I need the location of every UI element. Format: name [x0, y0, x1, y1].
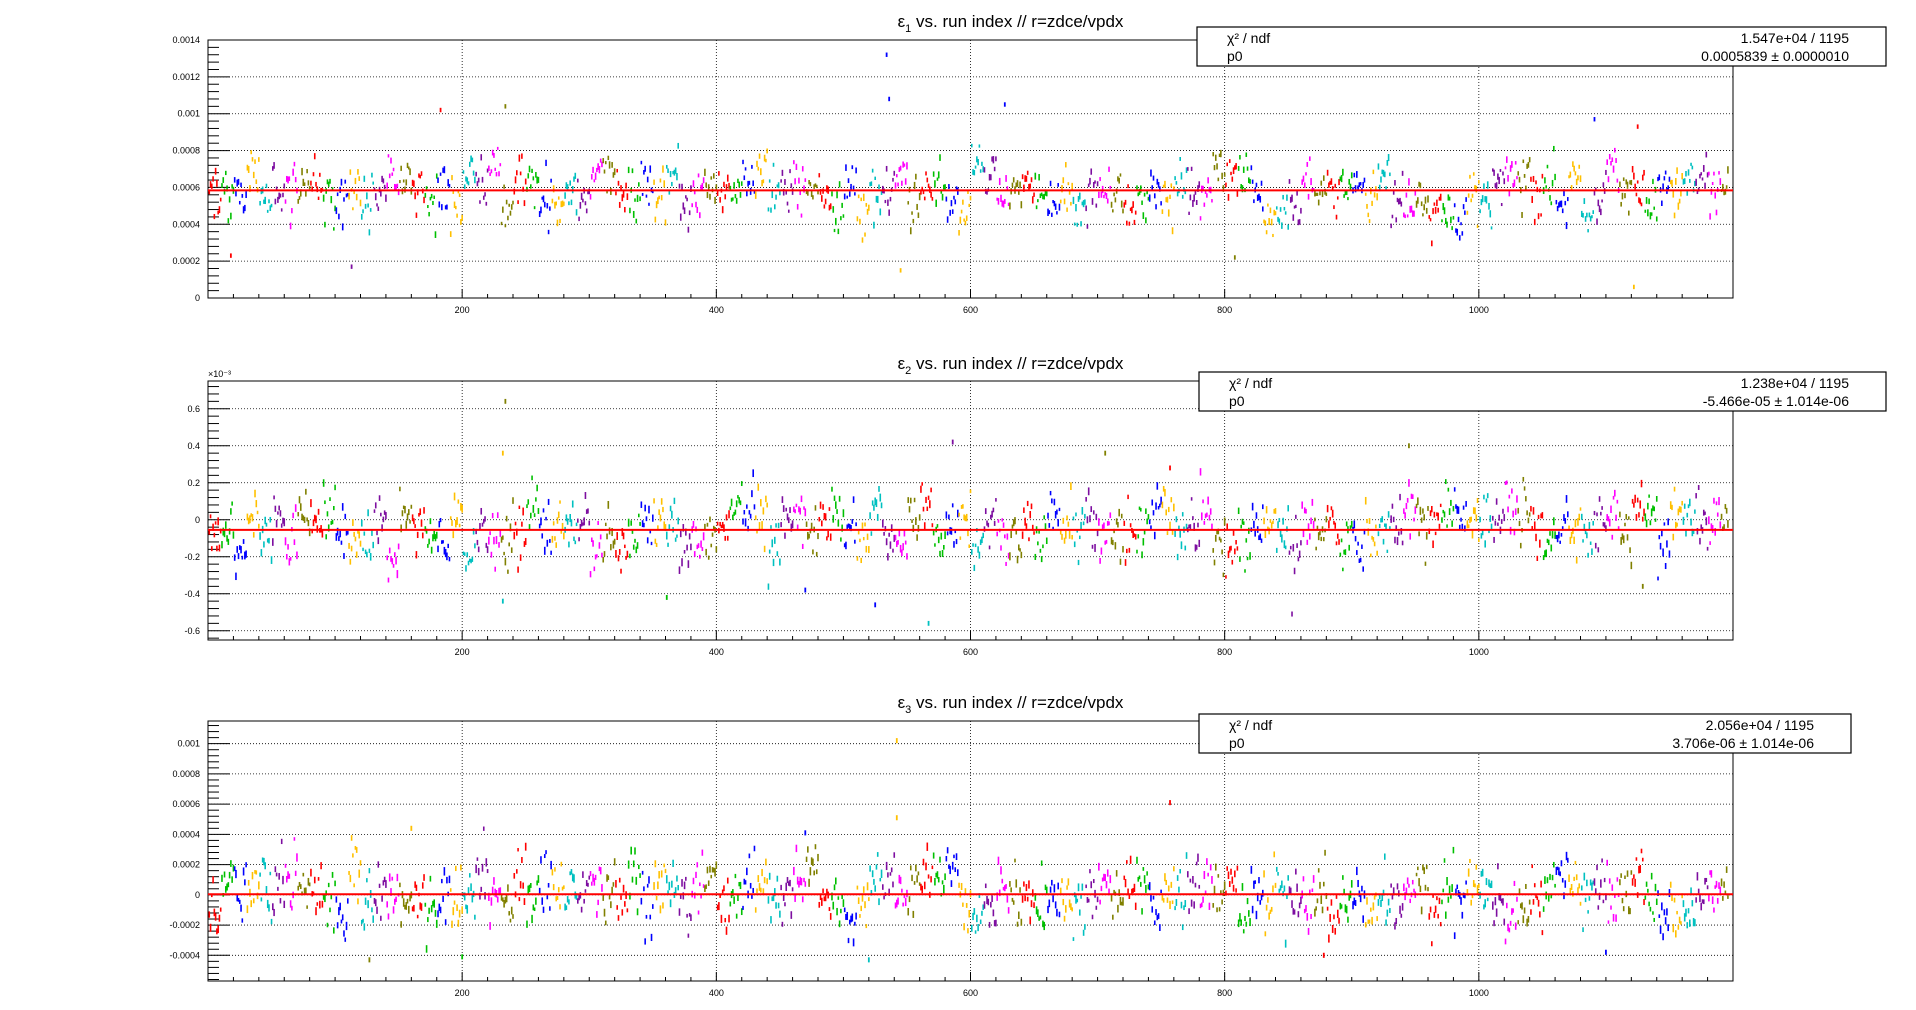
x-tick-label: 600	[963, 305, 978, 315]
x-tick-label: 1000	[1469, 988, 1489, 998]
x-tick-label: 400	[709, 988, 724, 998]
y-exponent-label: ×10⁻³	[208, 369, 231, 379]
y-tick-label: 0	[195, 890, 200, 900]
stats-row2-value: 0.0005839 ± 0.0000010	[1701, 48, 1849, 64]
title-subscript: 2	[905, 365, 911, 377]
x-tick-label: 600	[963, 988, 978, 998]
chart-panel-1: 200 400 600 800 1000 0 0.0002 0.0004 0.0006 0.000…	[172, 12, 1887, 315]
data-points	[208, 398, 1729, 626]
y-tick-label: 0.001	[177, 109, 200, 119]
y-tick-label: 0	[195, 293, 200, 303]
y-tick-label: -0.0002	[169, 920, 200, 930]
stats-box: χ² / ndf 1.547e+04 / 1195 p0 0.0005839 ± 0.…	[1196, 26, 1887, 67]
x-tick-label: 600	[963, 647, 978, 657]
x-tick-label: 200	[455, 988, 470, 998]
x-tick-label: 1000	[1469, 305, 1489, 315]
x-tick-label: 800	[1217, 647, 1232, 657]
y-tick-label: -0.6	[184, 626, 200, 636]
stats-row2-value: 3.706e-06 ± 1.014e-06	[1672, 735, 1814, 751]
title-rest: vs. run index // r=zdce/vpdx	[911, 12, 1124, 31]
y-tick-label: 0.0008	[172, 146, 200, 156]
stats-box: χ² / ndf 1.238e+04 / 1195 p0 -5.466e-05 ± 1…	[1198, 371, 1887, 412]
stats-row2-label: p0	[1229, 393, 1245, 409]
x-tick-label: 400	[709, 647, 724, 657]
stats-row1-value: 2.056e+04 / 1195	[1706, 717, 1815, 733]
y-tick-label: 0.6	[187, 404, 200, 414]
stats-row2-label: p0	[1227, 48, 1243, 64]
title-symbol: ε	[898, 693, 906, 712]
chart-panel-2: 200 400 600 800 1000 -0.6 -0.4 -0.2 0 0.2 0.4 0.6 ×1…	[184, 354, 1887, 657]
y-tick-label: 0.0002	[172, 256, 200, 266]
stats-row1-label: χ² / ndf	[1229, 717, 1272, 733]
title-symbol: ε	[898, 354, 906, 373]
y-tick-label: -0.2	[184, 552, 200, 562]
y-tick-label: -0.4	[184, 589, 200, 599]
title-rest: vs. run index // r=zdce/vpdx	[911, 693, 1124, 712]
chart-panel-3: 200 400 600 800 1000 -0.0004 -0.0002 0 0.0002 0.0…	[169, 693, 1852, 998]
y-tick-label: 0.2	[187, 478, 200, 488]
x-tick-label: 800	[1217, 305, 1232, 315]
stats-row1-label: χ² / ndf	[1227, 30, 1270, 46]
stats-box-frame	[1198, 371, 1887, 412]
y-tick-label: 0.0006	[172, 182, 200, 192]
x-tick-label: 800	[1217, 988, 1232, 998]
stats-row2-label: p0	[1229, 735, 1245, 751]
x-tick-label: 400	[709, 305, 724, 315]
data-points	[208, 738, 1729, 963]
stats-box-frame	[1198, 713, 1852, 754]
y-tick-label: 0.0014	[172, 35, 200, 45]
stats-row1-value: 1.547e+04 / 1195	[1741, 30, 1850, 46]
y-tick-label: 0.0004	[172, 829, 200, 839]
y-tick-label: 0.0008	[172, 769, 200, 779]
y-tick-label: 0.001	[177, 739, 200, 749]
stats-row2-value: -5.466e-05 ± 1.014e-06	[1703, 393, 1849, 409]
y-tick-label: 0.0002	[172, 860, 200, 870]
title-symbol: ε	[898, 12, 906, 31]
y-tick-label: 0.4	[187, 441, 200, 451]
y-tick-label: 0.0006	[172, 799, 200, 809]
chart-title: ε1 vs. run index // r=zdce/vpdx	[898, 12, 1124, 35]
y-tick-label: 0	[195, 515, 200, 525]
x-tick-label: 1000	[1469, 647, 1489, 657]
y-tick-label: 0.0004	[172, 219, 200, 229]
y-tick-label: -0.0004	[169, 950, 200, 960]
x-tick-label: 200	[455, 647, 470, 657]
stats-box-frame	[1196, 26, 1887, 67]
x-tick-label: 200	[455, 305, 470, 315]
title-subscript: 3	[905, 704, 911, 716]
stats-row1-value: 1.238e+04 / 1195	[1741, 375, 1850, 391]
stats-box: χ² / ndf 2.056e+04 / 1195 p0 3.706e-06 ± 1.…	[1198, 713, 1852, 754]
data-points	[208, 52, 1729, 290]
y-tick-label: 0.0012	[172, 72, 200, 82]
chart-title: ε3 vs. run index // r=zdce/vpdx	[898, 693, 1124, 716]
chart-title: ε2 vs. run index // r=zdce/vpdx	[898, 354, 1124, 377]
stats-row1-label: χ² / ndf	[1229, 375, 1272, 391]
title-rest: vs. run index // r=zdce/vpdx	[911, 354, 1124, 373]
title-subscript: 1	[905, 23, 911, 35]
